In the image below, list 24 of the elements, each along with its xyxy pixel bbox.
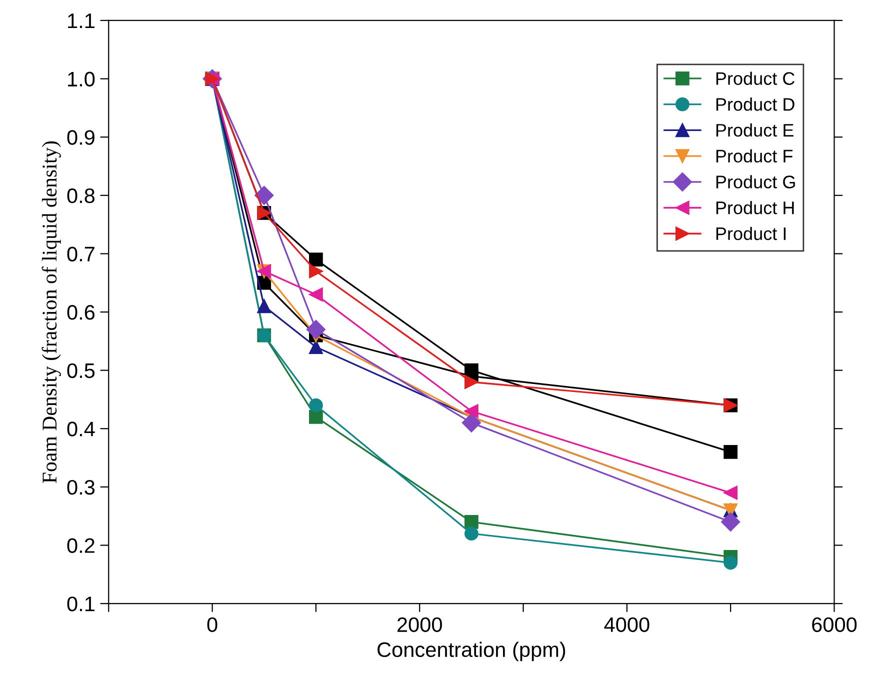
legend-label: Product I [716, 226, 786, 240]
legend-label: Product D [716, 98, 794, 111]
y-tick-label: 0.3 [67, 480, 95, 495]
y-axis-title: Foam Density (fraction of liquid density) [42, 141, 61, 483]
y-tick-label: 0.7 [67, 246, 94, 262]
y-tick-label: 0.2 [67, 538, 94, 554]
y-tick-label: 0.4 [67, 422, 95, 436]
legend-label: Product C [716, 72, 795, 85]
y-tick-label: 0.9 [67, 130, 94, 145]
x-tick-label: 6000 [812, 617, 857, 632]
y-tick-label: 0.8 [67, 188, 95, 204]
x-axis-title: Concentration (ppm) [378, 642, 566, 662]
y-tick-label: 1.1 [68, 14, 94, 28]
y-tick-label: 1.0 [68, 72, 95, 87]
x-tick-label: 4000 [604, 617, 650, 632]
legend-label: Product F [716, 149, 792, 163]
legend-label: Product E [716, 123, 794, 137]
x-tick-label: 0 [207, 617, 218, 632]
legend-label: Product H [716, 200, 794, 214]
x-tick-label: 2000 [397, 617, 442, 632]
legend-label: Product G [716, 175, 795, 188]
y-tick-label: 0.6 [67, 305, 95, 320]
y-tick-label: 0.5 [67, 363, 95, 378]
y-tick-label: 0.1 [67, 596, 94, 612]
